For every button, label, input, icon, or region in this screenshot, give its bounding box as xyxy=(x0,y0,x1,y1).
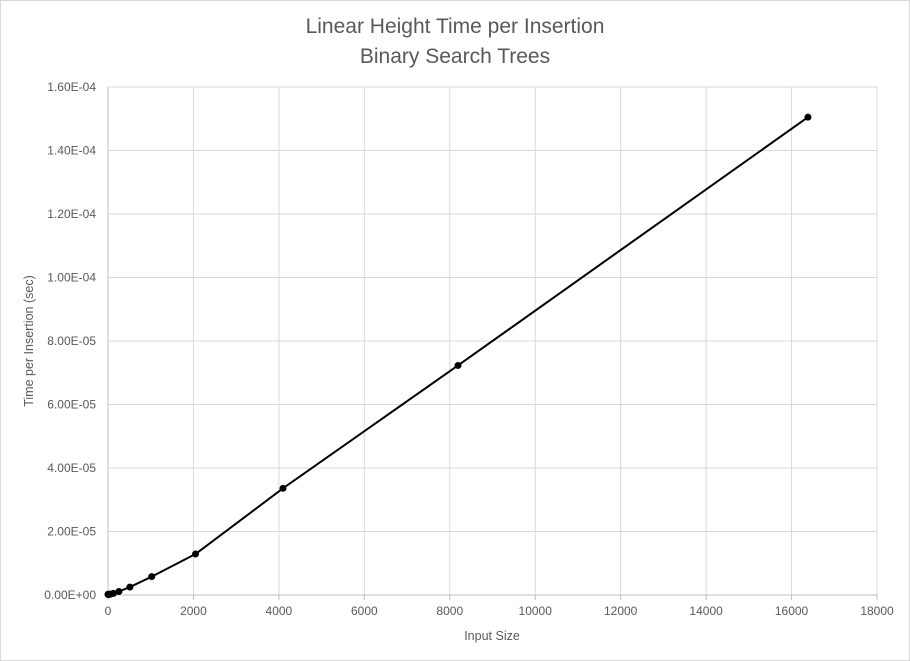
x-tick-label: 2000 xyxy=(180,604,207,618)
axes xyxy=(107,87,878,600)
x-tick-label: 18000 xyxy=(860,604,894,618)
data-point xyxy=(109,589,117,597)
y-tick-label: 4.00E-05 xyxy=(47,461,96,475)
x-tick-label: 10000 xyxy=(519,604,553,618)
chart-title-line-1: Linear Height Time per Insertion xyxy=(306,15,605,38)
y-tick-label: 1.40E-04 xyxy=(47,144,96,158)
y-tick-label: 1.20E-04 xyxy=(47,207,96,221)
x-tick-label: 8000 xyxy=(436,604,463,618)
data-point xyxy=(279,484,287,492)
tick-labels: 0 2000 4000 6000 8000 10000 12000 14000 16000 180… xyxy=(44,80,894,618)
x-tick-label: 16000 xyxy=(775,604,809,618)
x-tick-label: 12000 xyxy=(604,604,638,618)
series-line xyxy=(107,116,809,596)
y-tick-label: 2.00E-05 xyxy=(47,525,96,539)
data-point xyxy=(804,113,812,121)
x-tick-label: 6000 xyxy=(351,604,378,618)
x-tick-label: 4000 xyxy=(266,604,293,618)
chart-title-line-2: Binary Search Trees xyxy=(360,45,550,68)
data-point xyxy=(115,588,123,596)
y-tick-label: 8.00E-05 xyxy=(47,334,96,348)
y-axis-title: Time per Insertion (sec) xyxy=(22,275,36,407)
data-series xyxy=(104,113,812,598)
x-tick-label: 0 xyxy=(105,604,112,618)
data-point xyxy=(148,573,156,581)
y-tick-label: 0.00E+00 xyxy=(44,588,96,602)
y-tick-label: 6.00E-05 xyxy=(47,398,96,412)
data-point xyxy=(191,550,199,558)
x-axis-title: Input Size xyxy=(464,629,520,643)
data-point xyxy=(126,583,134,591)
y-tick-label: 1.00E-04 xyxy=(47,271,96,285)
y-tick-label: 1.60E-04 xyxy=(47,80,96,94)
x-tick-label: 14000 xyxy=(689,604,723,618)
data-point xyxy=(454,361,462,369)
